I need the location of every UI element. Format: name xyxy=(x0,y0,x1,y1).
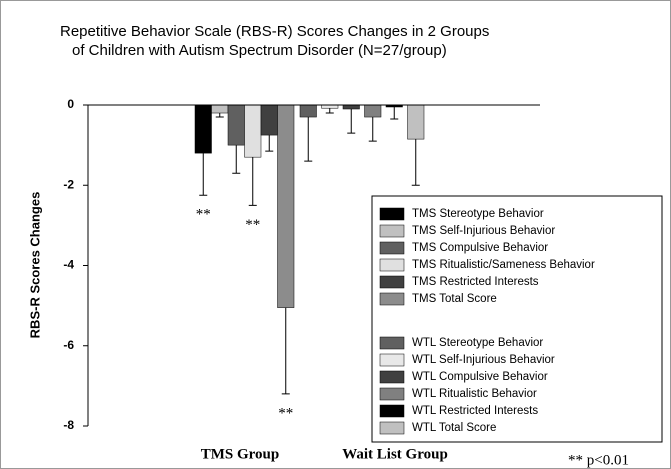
legend-label: WTL Stereotype Behavior xyxy=(412,337,543,349)
bar xyxy=(299,104,317,118)
error-bar xyxy=(265,135,274,152)
legend-swatch xyxy=(379,370,405,384)
bar xyxy=(260,104,278,136)
x-tick-label: TMS Group xyxy=(201,446,280,462)
error-bar xyxy=(199,153,208,196)
chart-title: Repetitive Behavior Scale (RBS-R) Scores… xyxy=(60,23,489,40)
legend-label: WTL Compulsive Behavior xyxy=(412,371,548,383)
error-bar xyxy=(325,108,334,114)
legend-swatch xyxy=(379,224,405,238)
error-bar xyxy=(215,113,224,118)
legend-label: TMS Stereotype Behavior xyxy=(412,208,544,220)
legend-swatch xyxy=(379,258,405,272)
error-bar xyxy=(368,117,377,142)
annotation: ** xyxy=(245,217,260,233)
bar xyxy=(244,104,262,158)
legend-label: TMS Ritualistic/Sameness Behavior xyxy=(412,259,595,271)
legend-label: WTL Self-Injurious Behavior xyxy=(412,354,555,366)
bar xyxy=(277,104,295,308)
error-bar xyxy=(411,139,420,186)
y-tick-label: -6 xyxy=(63,338,74,352)
y-tick-label: -8 xyxy=(63,418,74,432)
legend-swatch xyxy=(379,421,405,435)
error-bar xyxy=(304,117,313,162)
legend-swatch xyxy=(379,207,405,221)
y-tick-label: 0 xyxy=(67,97,74,111)
legend-label: TMS Restricted Interests xyxy=(412,276,539,288)
legend-label: TMS Total Score xyxy=(412,293,497,305)
annotation: ** xyxy=(278,405,293,421)
bar xyxy=(342,104,360,110)
legend-swatch xyxy=(379,387,405,401)
error-bar xyxy=(390,107,399,120)
y-tick-label: -4 xyxy=(63,258,74,272)
y-axis-label: RBS-R Scores Changes xyxy=(27,192,42,339)
bar xyxy=(211,104,229,114)
legend-label: TMS Compulsive Behavior xyxy=(412,242,548,254)
legend-label: WTL Restricted Interests xyxy=(412,405,538,417)
legend-swatch xyxy=(379,404,405,418)
annotation: ** xyxy=(196,207,211,223)
legend-box xyxy=(371,195,663,443)
bar xyxy=(407,104,425,140)
legend-swatch xyxy=(379,275,405,289)
footnote: ** p<0.01 xyxy=(568,452,629,468)
y-tick-label: -2 xyxy=(63,177,74,191)
x-tick-label: Wait List Group xyxy=(342,446,448,462)
bar xyxy=(227,104,245,146)
chart-title: of Children with Autism Spectrum Disorde… xyxy=(72,42,447,59)
bar xyxy=(364,104,382,118)
error-bar xyxy=(248,157,257,206)
error-bar xyxy=(347,109,356,134)
legend-swatch xyxy=(379,292,405,306)
legend-swatch xyxy=(379,353,405,367)
error-bar xyxy=(281,307,290,395)
legend-label: WTL Total Score xyxy=(412,422,496,434)
legend-label: TMS Self-Injurious Behavior xyxy=(412,225,555,237)
bar xyxy=(194,104,212,154)
legend-swatch xyxy=(379,241,405,255)
legend-label: WTL Ritualistic Behavior xyxy=(412,388,537,400)
legend-swatch xyxy=(379,336,405,350)
error-bar xyxy=(232,145,241,174)
